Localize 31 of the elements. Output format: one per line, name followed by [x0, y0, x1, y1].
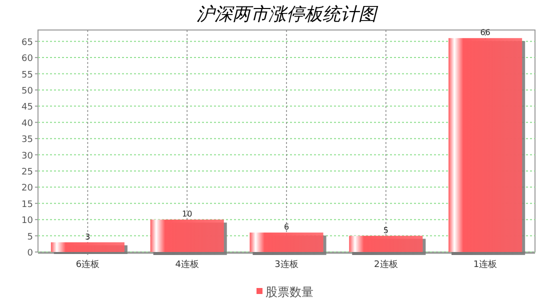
y-tick-label: 0 — [27, 248, 34, 258]
y-tick-label: 35 — [22, 135, 33, 146]
bar — [250, 232, 324, 252]
y-tick-label: 50 — [22, 86, 34, 96]
y-tick-label: 45 — [22, 102, 33, 113]
y-tick-label: 20 — [22, 184, 34, 194]
y-tick-label: 65 — [22, 38, 33, 48]
x-tick-label: 4连板 — [175, 259, 199, 270]
y-tick-label: 55 — [22, 70, 33, 80]
y-tick-label: 30 — [22, 151, 34, 162]
data-label: 10 — [182, 210, 192, 219]
bar — [150, 220, 224, 252]
bar — [349, 236, 423, 252]
legend-label: 股票数量 — [266, 285, 314, 299]
data-label: 6 — [284, 222, 290, 232]
y-tick-label: 60 — [22, 54, 34, 64]
bar — [50, 242, 124, 252]
y-tick-label: 10 — [22, 216, 34, 226]
data-label: 66 — [480, 28, 490, 38]
y-tick-label: 5 — [27, 232, 33, 242]
data-label: 3 — [85, 232, 90, 242]
x-tick-label: 1连板 — [473, 259, 498, 270]
x-tick-label: 6连板 — [76, 259, 100, 270]
bar — [448, 38, 522, 252]
chart-title: 沪深两市涨停板统计图 — [196, 4, 378, 25]
x-tick-label: 3连板 — [274, 259, 298, 270]
y-tick-label: 40 — [22, 118, 34, 129]
y-tick-label: 25 — [22, 167, 33, 178]
y-tick-label: 15 — [22, 200, 33, 210]
data-label: 5 — [383, 226, 388, 235]
x-tick-label: 2连板 — [374, 259, 398, 270]
